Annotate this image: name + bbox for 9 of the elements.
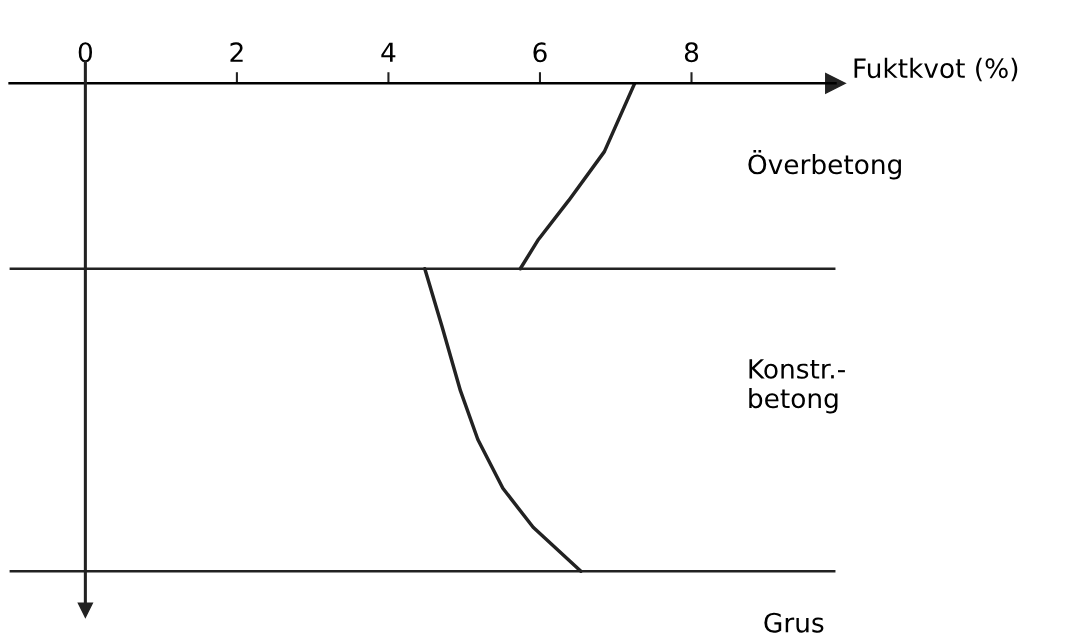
x-tick-label: 6 xyxy=(533,42,547,63)
x-tick-label: 8 xyxy=(684,42,699,63)
x-axis-title: Fuktkvot (%) xyxy=(854,57,1018,82)
x-tick-label: 4 xyxy=(381,42,396,62)
annotation: Överbetong xyxy=(748,149,901,180)
x-tick-label: 2 xyxy=(230,42,243,62)
x-tick-label: 0 xyxy=(78,42,93,63)
annotation: Konstr.- betong xyxy=(749,359,845,414)
text: Grus xyxy=(764,612,824,633)
